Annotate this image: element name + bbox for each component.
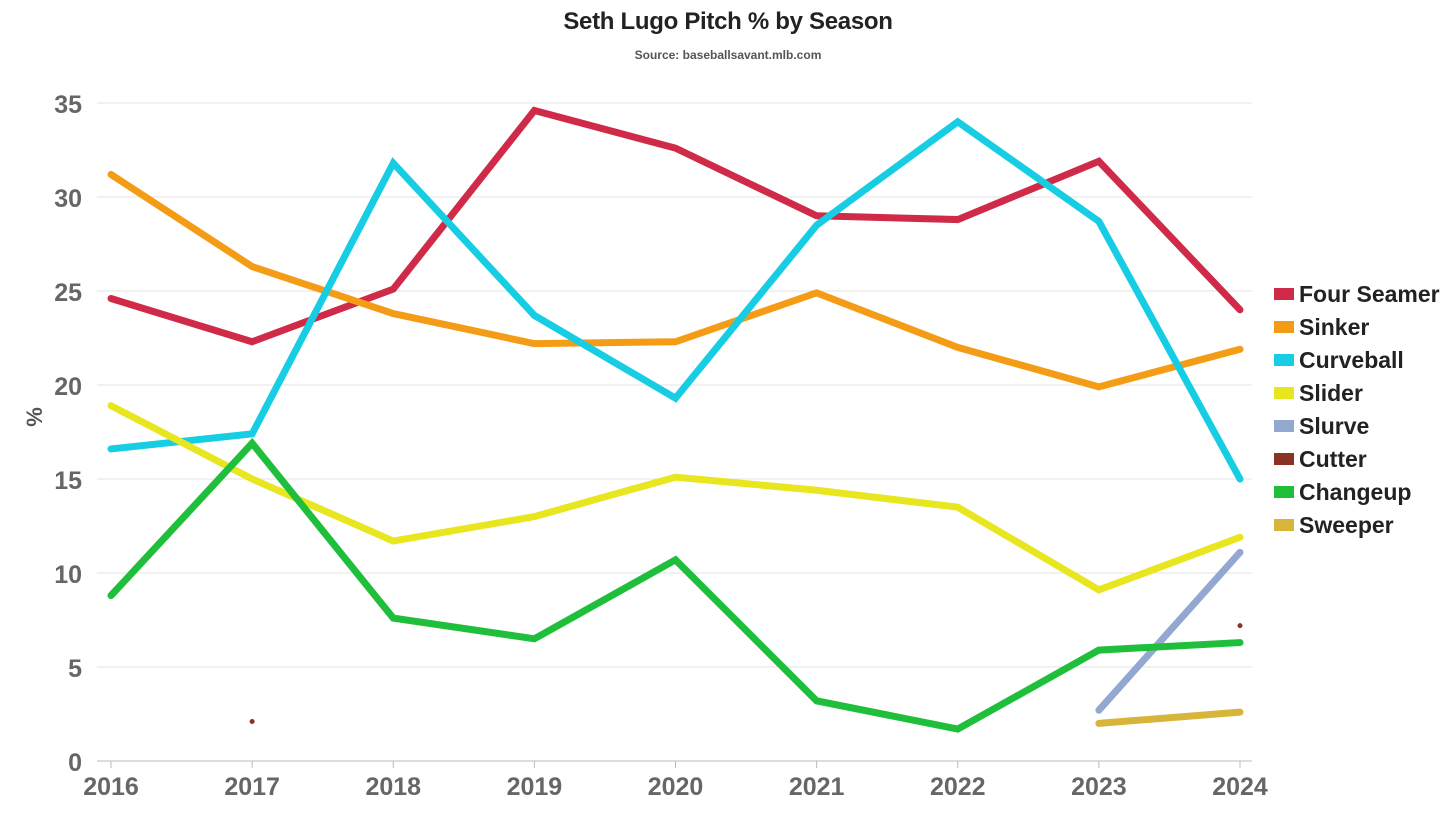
series-line (107, 106, 1244, 346)
y-tick-label: 0 (68, 749, 82, 777)
y-tick-label: 35 (54, 91, 82, 119)
legend-label: Curveball (1299, 347, 1404, 373)
legend-label: Sweeper (1299, 512, 1394, 538)
legend-label: Changeup (1299, 479, 1411, 505)
y-tick-label: 15 (54, 467, 82, 495)
y-tick-label: 30 (54, 185, 82, 213)
series-line (107, 170, 1244, 391)
chart-title: Seth Lugo Pitch % by Season (563, 8, 893, 35)
y-tick-label: 20 (54, 373, 82, 401)
legend-swatch (1274, 420, 1294, 432)
legend-label: Slurve (1299, 413, 1369, 439)
series-sweeper (1095, 708, 1244, 727)
legend-swatch (1274, 387, 1294, 399)
legend-swatch (1274, 354, 1294, 366)
legend-label: Four Seamer (1299, 281, 1440, 307)
chart-subtitle: Source: baseballsavant.mlb.com (634, 48, 822, 62)
legend-swatch (1274, 519, 1294, 531)
y-tick-label: 5 (68, 655, 82, 683)
series-lines (107, 106, 1244, 733)
legend-label: Sinker (1299, 314, 1369, 340)
x-tick-label: 2016 (83, 773, 139, 801)
series-line (1095, 708, 1244, 727)
y-tick-label: 10 (54, 561, 82, 589)
x-tick-label: 2018 (365, 773, 421, 801)
x-tick-label: 2022 (930, 773, 986, 801)
series-four-seamer (107, 106, 1244, 346)
x-tick-label: 2020 (648, 773, 704, 801)
data-point (249, 719, 255, 725)
x-axis: 2016 2017 2018 2019 2020 2021 2022 2023 2024 (83, 761, 1268, 801)
x-tick-label: 2023 (1071, 773, 1127, 801)
data-point (1237, 623, 1243, 629)
series-curveball (107, 117, 1244, 483)
series-line (107, 437, 1244, 733)
legend-swatch (1274, 486, 1294, 498)
series-sinker (107, 170, 1244, 391)
series-cutter (249, 623, 1243, 725)
x-tick-label: 2021 (789, 773, 845, 801)
series-slurve (1095, 548, 1244, 714)
y-axis-label: % (22, 407, 47, 427)
series-line (1095, 548, 1244, 714)
legend-swatch (1274, 321, 1294, 333)
legend-label: Slider (1299, 380, 1363, 406)
series-line (107, 117, 1244, 483)
x-tick-label: 2024 (1212, 773, 1268, 801)
gridlines (97, 102, 1252, 762)
series-changeup (107, 437, 1244, 733)
legend-swatch (1274, 453, 1294, 465)
x-tick-label: 2017 (224, 773, 280, 801)
legend: Four Seamer Sinker Curveball Slider Slurve Cu… (1274, 281, 1440, 538)
x-tick-label: 2019 (507, 773, 563, 801)
y-axis: 0 5 10 15 20 25 30 35 (54, 91, 82, 777)
legend-label: Cutter (1299, 446, 1367, 472)
y-tick-label: 25 (54, 279, 82, 307)
legend-swatch (1274, 288, 1294, 300)
